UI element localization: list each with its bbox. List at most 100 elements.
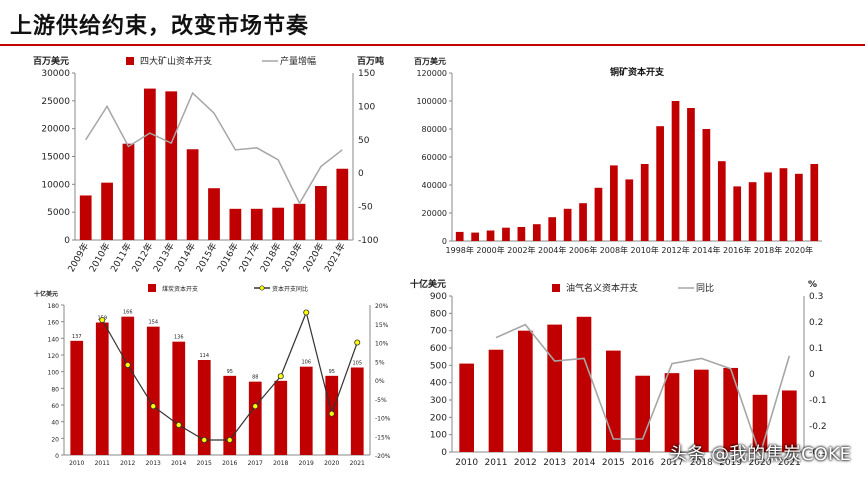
bar: [79, 195, 92, 240]
y-tick-label: 140: [48, 336, 60, 343]
line-point: [328, 410, 335, 417]
y-tick-label: 20000: [41, 125, 70, 135]
line-series: [85, 91, 343, 205]
bar: [488, 349, 504, 452]
x-tick-label: 2016年: [723, 245, 751, 255]
y2-tick-label: 150: [358, 69, 375, 79]
y-tick-label: 900: [430, 292, 447, 302]
bar: [748, 182, 757, 241]
bar: [517, 227, 526, 241]
x-tick-label: 2018年: [754, 245, 782, 255]
bar: [315, 186, 327, 240]
y2-axis-label: %: [808, 280, 817, 290]
bar-data-label: 88: [252, 375, 258, 381]
x-tick-label: 2016: [222, 460, 237, 467]
x-tick-label: 2020: [749, 458, 772, 468]
bar: [779, 168, 788, 241]
y-tick-label: 120000: [416, 69, 447, 78]
line-point: [150, 403, 157, 410]
x-tick-label: 2017: [248, 460, 263, 467]
bar: [717, 161, 726, 241]
bar-data-label: 137: [72, 334, 82, 340]
x-tick-label: 2004年: [538, 245, 566, 255]
chart-title: 铜矿资本开支: [610, 66, 665, 78]
bar: [640, 164, 649, 241]
y-axis-label: 十亿美元: [410, 278, 446, 290]
x-tick-label: 2012: [120, 460, 135, 467]
bar: [186, 149, 199, 240]
y-tick-label: 40000: [422, 181, 447, 190]
x-tick-label: 2002年: [507, 245, 535, 255]
y2-tick-label: -20%: [375, 453, 391, 460]
x-tick-label: 2021年: [322, 241, 348, 275]
y2-tick-label: 15%: [375, 322, 389, 329]
y-tick-label: 800: [430, 309, 447, 319]
bar: [143, 88, 156, 240]
x-tick-label: 2010: [455, 458, 478, 468]
x-tick-label: 2020年: [785, 245, 813, 255]
y2-tick-label: 0.3: [809, 292, 823, 302]
y-tick-label: 30000: [41, 69, 70, 79]
bar-data-label: 166: [123, 310, 133, 316]
y-tick-label: 180: [48, 303, 60, 310]
legend-label: 煤炭资本开支: [162, 285, 198, 293]
bar: [664, 373, 680, 452]
legend-swatch-marker: [259, 285, 265, 291]
y2-tick-label: 10%: [375, 341, 389, 348]
y-axis-label: 百万美元: [33, 55, 69, 67]
x-tick-label: 2018: [273, 460, 288, 467]
legend-swatch: [552, 284, 560, 292]
y2-tick-label: 0.2: [809, 318, 823, 328]
line-point: [124, 362, 131, 369]
bar: [197, 360, 211, 455]
legend-label: 油气名义资本开支: [566, 282, 638, 294]
bar-data-label: 95: [329, 369, 335, 375]
y2-tick-label: -50: [358, 203, 373, 213]
line-point: [175, 421, 182, 428]
y2-tick-label: 20%: [375, 303, 389, 310]
x-tick-label: 2021: [350, 460, 365, 467]
x-tick-label: 2020: [324, 460, 339, 467]
y-tick-label: 0: [442, 237, 447, 246]
bar: [350, 367, 364, 455]
bar: [459, 363, 474, 452]
bar: [95, 322, 109, 455]
bar: [146, 326, 160, 455]
x-tick-label: 2021: [778, 458, 801, 468]
bar: [101, 182, 113, 240]
y2-tick-label: -15%: [375, 434, 391, 441]
x-tick-label: 2014: [573, 458, 596, 468]
x-tick-label: 2014年: [692, 245, 720, 255]
y-tick-label: 80000: [422, 125, 447, 134]
x-tick-label: 2017: [661, 458, 684, 468]
y2-tick-label: 50: [358, 136, 370, 146]
line-point: [201, 436, 208, 443]
bar: [733, 186, 742, 241]
line-point: [303, 309, 310, 316]
y-tick-label: 0: [64, 236, 70, 246]
bar: [70, 340, 84, 455]
y2-tick-label: 0%: [375, 378, 385, 385]
line-point: [277, 373, 284, 380]
x-tick-label: 2018: [690, 458, 713, 468]
x-tick-label: 2015: [602, 458, 625, 468]
y-tick-label: 0: [441, 448, 447, 458]
y-tick-label: 25000: [41, 97, 70, 107]
x-tick-label: 2019: [719, 458, 742, 468]
bar: [272, 207, 285, 240]
bar: [223, 375, 237, 455]
x-tick-label: 2013: [146, 460, 161, 467]
y-tick-label: 200: [430, 413, 447, 423]
y-tick-label: 60: [51, 403, 59, 410]
bar: [579, 203, 587, 241]
x-tick-label: 2008年: [600, 245, 628, 255]
bar: [274, 380, 288, 455]
y2-tick-label: 100: [358, 102, 375, 112]
y-tick-label: 15000: [41, 153, 70, 163]
x-tick-label: 2019: [299, 460, 314, 467]
x-tick-label: 2011: [485, 458, 508, 468]
legend-swatch: [148, 284, 156, 292]
bar-data-label: 154: [148, 320, 158, 326]
bar: [122, 143, 135, 240]
bar: [532, 224, 541, 241]
